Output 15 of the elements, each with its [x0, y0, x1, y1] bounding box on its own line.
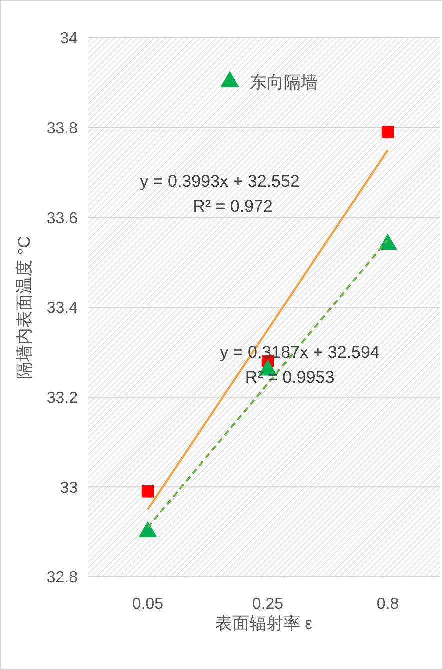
y-axis-title: 隔墙内表面温度 °C [15, 236, 34, 379]
y-tick-label: 33.4 [46, 300, 78, 318]
y-tick-label: 33.6 [46, 210, 78, 228]
x-tick-label: 0.05 [132, 596, 164, 613]
y-tick-label: 34 [60, 30, 78, 48]
y-tick-label: 33 [60, 480, 78, 497]
x-tick-label: 0.8 [376, 596, 400, 613]
y-tick-label: 33.2 [46, 390, 78, 407]
annotation: R² = 0.972 [193, 197, 273, 216]
x-axis-title: 表面辐射率 ε [215, 614, 314, 633]
y-tick-label: 33.8 [46, 120, 78, 138]
annotation: y = 0.3993x + 32.552 [140, 172, 300, 191]
y-tick-label: 32.8 [46, 570, 78, 587]
legend-label: 东向隔墙 [250, 73, 318, 92]
x-tick-label: 0.25 [252, 596, 284, 613]
